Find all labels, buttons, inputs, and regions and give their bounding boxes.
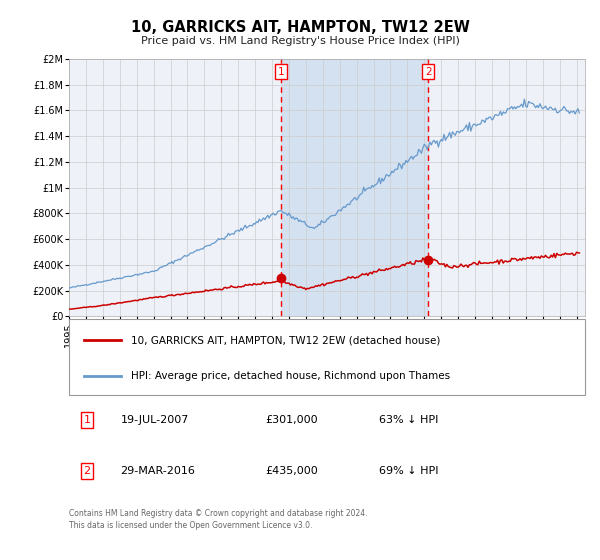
Text: 10, GARRICKS AIT, HAMPTON, TW12 2EW (detached house): 10, GARRICKS AIT, HAMPTON, TW12 2EW (det…	[131, 335, 440, 346]
FancyBboxPatch shape	[69, 319, 585, 395]
Text: Price paid vs. HM Land Registry's House Price Index (HPI): Price paid vs. HM Land Registry's House …	[140, 36, 460, 46]
Text: 1: 1	[83, 415, 91, 425]
Text: 69% ↓ HPI: 69% ↓ HPI	[379, 466, 438, 476]
Text: Contains HM Land Registry data © Crown copyright and database right 2024.
This d: Contains HM Land Registry data © Crown c…	[69, 510, 367, 530]
Text: HPI: Average price, detached house, Richmond upon Thames: HPI: Average price, detached house, Rich…	[131, 371, 450, 381]
Text: 10, GARRICKS AIT, HAMPTON, TW12 2EW: 10, GARRICKS AIT, HAMPTON, TW12 2EW	[131, 20, 469, 35]
Text: 29-MAR-2016: 29-MAR-2016	[121, 466, 196, 476]
Text: £435,000: £435,000	[265, 466, 318, 476]
Text: 2: 2	[83, 466, 91, 476]
Text: 1: 1	[278, 67, 284, 77]
Text: 63% ↓ HPI: 63% ↓ HPI	[379, 415, 438, 425]
Text: 19-JUL-2007: 19-JUL-2007	[121, 415, 189, 425]
Text: 2: 2	[425, 67, 431, 77]
Text: £301,000: £301,000	[265, 415, 318, 425]
Bar	[281, 59, 428, 316]
